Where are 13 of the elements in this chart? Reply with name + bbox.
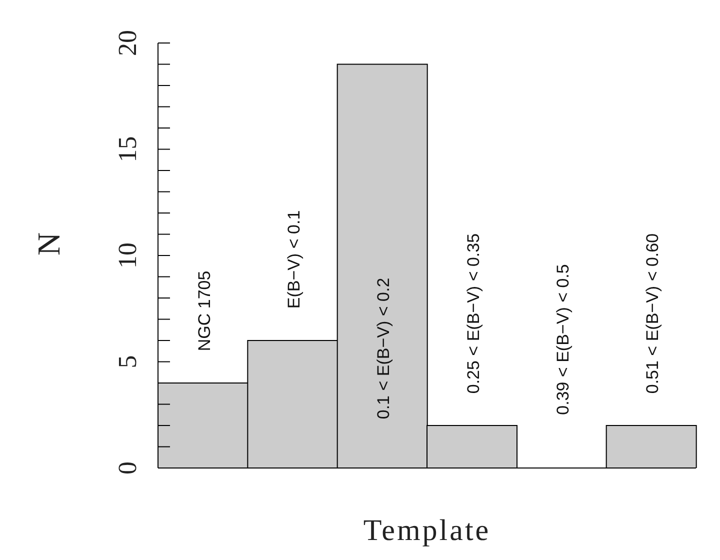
y-tick-label: 20: [113, 30, 142, 56]
y-axis-title: N: [30, 232, 66, 256]
x-tick-label: 0.25 < E(B−V) < 0.35: [464, 233, 483, 394]
y-tick-label: 0: [113, 462, 142, 474]
x-axis-title: Template: [363, 514, 491, 547]
x-tick-label: 0.51 < E(B−V) < 0.60: [643, 233, 662, 394]
y-tick-label: 10: [113, 242, 142, 268]
y-tick-label: 15: [113, 136, 142, 162]
x-tick-label: NGC 1705: [194, 270, 214, 352]
x-tick-label: 0.39 < E(B−V) < 0.5: [554, 264, 572, 415]
x-tick-label: 0.1 < E(B−V) < 0.2: [374, 278, 394, 420]
y-tick-label: 5: [113, 355, 142, 368]
x-tick-label: E(B−V) < 0.1: [284, 210, 304, 309]
